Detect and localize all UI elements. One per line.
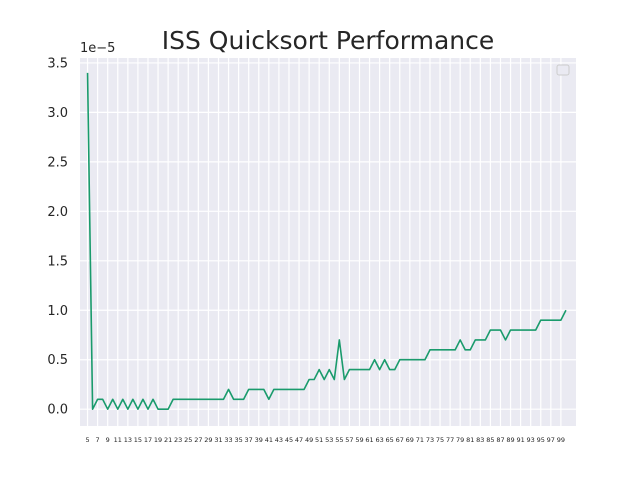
x-tick-label: 23 <box>174 436 182 444</box>
y-tick-label: 1.0 <box>47 304 68 319</box>
x-tick-label: 79 <box>456 436 464 444</box>
x-tick-label: 93 <box>527 436 535 444</box>
legend-box <box>556 64 570 76</box>
x-tick-label: 33 <box>224 436 232 444</box>
x-tick-label: 71 <box>416 436 424 444</box>
x-tick-label: 45 <box>285 436 293 444</box>
x-tick-label: 29 <box>204 436 212 444</box>
x-tick-label: 55 <box>335 436 343 444</box>
x-tick-label: 57 <box>345 436 353 444</box>
x-tick-label: 91 <box>516 436 524 444</box>
x-tick-label: 61 <box>365 436 373 444</box>
x-tick-label: 87 <box>496 436 504 444</box>
series-layer <box>86 72 567 410</box>
x-tick-label: 13 <box>124 436 132 444</box>
x-tick-label: 81 <box>466 436 474 444</box>
x-tick-label: 85 <box>486 436 494 444</box>
x-tick-label: 83 <box>476 436 484 444</box>
y-tick-label: 2.5 <box>47 155 68 170</box>
x-tick-label: 11 <box>114 436 122 444</box>
x-tick-label: 97 <box>547 436 555 444</box>
x-tick-label: 63 <box>375 436 383 444</box>
y-tick-label: 1.5 <box>47 254 68 269</box>
x-tick-label: 27 <box>194 436 202 444</box>
x-tick-label: 95 <box>537 436 545 444</box>
x-tick-label: 49 <box>305 436 313 444</box>
x-tick-label: 89 <box>506 436 514 444</box>
x-tick-label: 19 <box>154 436 162 444</box>
x-tick-label: 47 <box>295 436 303 444</box>
x-tick-label: 99 <box>557 436 565 444</box>
x-tick-label: 43 <box>275 436 283 444</box>
chart-title: ISS Quicksort Performance <box>162 26 495 55</box>
x-tick-label: 75 <box>436 436 444 444</box>
x-tick-label: 31 <box>214 436 222 444</box>
plot-background <box>80 58 576 426</box>
x-tick-labels: 5 7 9 11 13 15 17 19 21 23 25 27 29 31 33 35 37 39 41 43 45 4… <box>85 436 565 444</box>
series-line <box>86 72 567 410</box>
y-tick-labels: 0.0 0.5 1.0 1.5 2.0 2.5 3.0 3.5 <box>47 56 68 417</box>
x-tick-label: 41 <box>265 436 273 444</box>
x-tick-label: 15 <box>134 436 142 444</box>
x-tick-label: 59 <box>355 436 363 444</box>
x-tick-label: 9 <box>106 436 110 444</box>
x-tick-label: 51 <box>315 436 323 444</box>
y-tick-label: 2.0 <box>47 205 68 220</box>
x-tick-label: 17 <box>144 436 152 444</box>
y-tick-label: 0.0 <box>47 403 68 418</box>
x-tick-label: 69 <box>406 436 414 444</box>
x-tick-label: 25 <box>184 436 192 444</box>
x-tick-label: 5 <box>85 436 89 444</box>
x-tick-label: 21 <box>164 436 172 444</box>
y-tick-label: 0.5 <box>47 353 68 368</box>
x-tick-label: 35 <box>234 436 242 444</box>
y-tick-label: 3.0 <box>47 106 68 121</box>
x-tick-label: 39 <box>255 436 263 444</box>
x-tick-label: 67 <box>396 436 404 444</box>
x-tick-label: 7 <box>96 436 100 444</box>
y-offset-label: 1e−5 <box>80 41 115 56</box>
x-tick-label: 53 <box>325 436 333 444</box>
x-tick-label: 65 <box>386 436 394 444</box>
y-tick-label: 3.5 <box>47 56 68 71</box>
x-tick-label: 37 <box>245 436 253 444</box>
x-tick-label: 77 <box>446 436 454 444</box>
x-tick-label: 73 <box>426 436 434 444</box>
